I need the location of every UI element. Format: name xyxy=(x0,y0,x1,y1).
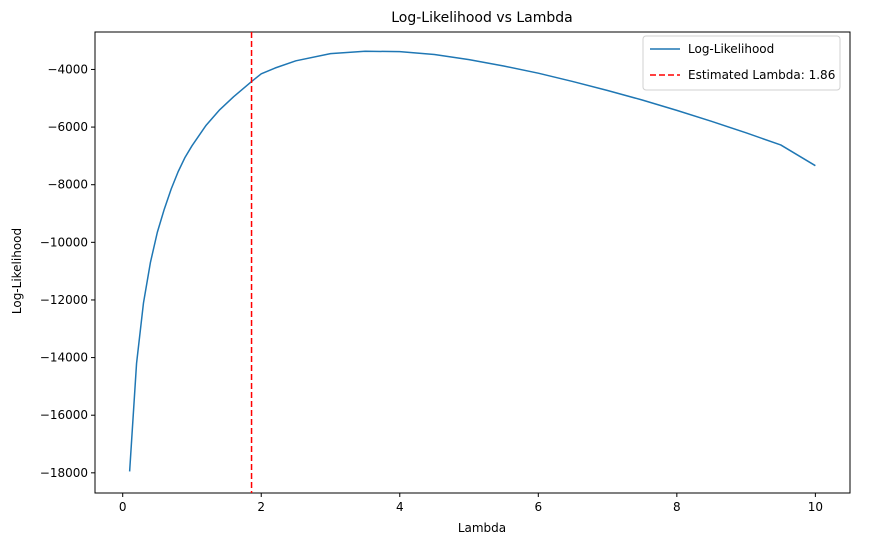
plot-area xyxy=(128,32,816,493)
x-axis-label: Lambda xyxy=(458,521,506,535)
x-tick-label: 10 xyxy=(808,500,823,514)
y-tick-label: −10000 xyxy=(40,235,88,249)
x-tick-label: 8 xyxy=(673,500,681,514)
x-tick-label: 2 xyxy=(257,500,265,514)
y-axis: −18000 −16000 −14000 −12000 −10000 −8000 −6000… xyxy=(40,62,95,480)
x-tick-label: 6 xyxy=(534,500,542,514)
x-axis: 0 2 4 6 8 10 xyxy=(119,493,823,514)
y-tick-label: −12000 xyxy=(40,293,88,307)
y-tick-label: −8000 xyxy=(47,178,88,192)
chart-title: Log-Likelihood vs Lambda xyxy=(391,10,573,26)
legend-box xyxy=(642,35,841,91)
y-axis-label: Log-Likelihood xyxy=(10,228,24,314)
y-tick-label: −18000 xyxy=(40,466,88,480)
axes-frame xyxy=(94,31,851,494)
y-tick-label: −14000 xyxy=(40,351,88,365)
legend-label-estimated-lambda: Estimated Lambda: 1.86 xyxy=(688,68,835,82)
x-tick-label: 0 xyxy=(119,500,127,514)
x-tick-label: 4 xyxy=(396,500,404,514)
legend-label-log-likelihood: Log-Likelihood xyxy=(688,42,774,56)
axes-border xyxy=(94,31,851,494)
y-tick-label: −16000 xyxy=(40,408,88,422)
y-tick-label: −6000 xyxy=(47,120,88,134)
legend: Log-Likelihood Estimated Lambda: 1.86 xyxy=(642,35,841,91)
y-tick-label: −4000 xyxy=(47,62,88,76)
series-line-log-likelihood xyxy=(128,50,816,472)
